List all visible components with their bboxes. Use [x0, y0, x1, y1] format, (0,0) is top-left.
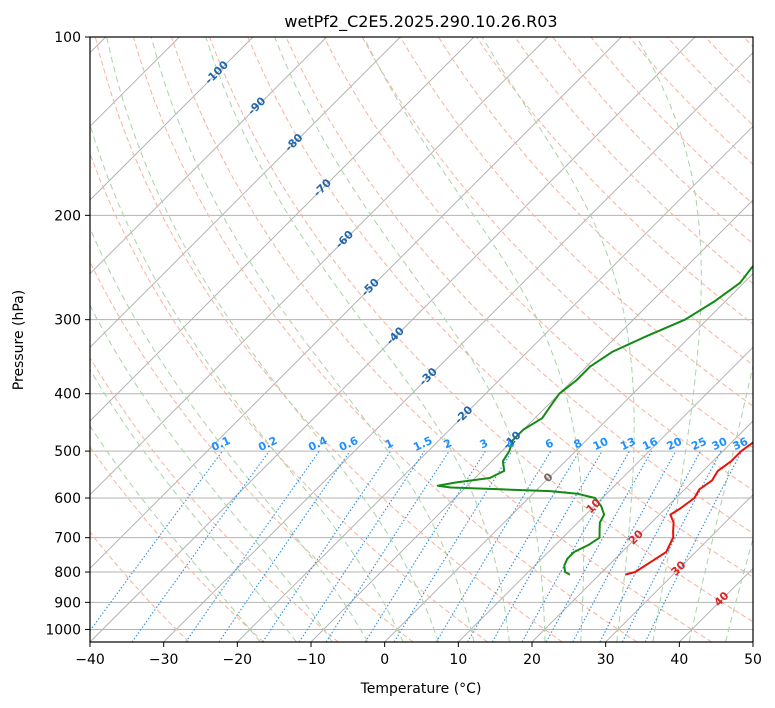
- dry-adiabat-line: [476, 37, 753, 325]
- dry-adiabat-line: [437, 37, 753, 366]
- mixing-ratio-label: 30: [710, 435, 730, 453]
- mixing-ratio-line: [644, 450, 743, 642]
- x-tick-label: 10: [449, 652, 467, 668]
- x-axis-label: Temperature (°C): [360, 681, 482, 697]
- x-tick-label: −10: [296, 652, 326, 668]
- dry-adiabat-line: [209, 37, 753, 623]
- mixing-ratio-label: 20: [665, 435, 685, 453]
- x-tick-label: −40: [75, 652, 105, 668]
- mixing-ratio-line: [131, 450, 270, 642]
- dry-adiabat-line: [361, 37, 753, 449]
- y-tick-label: 400: [54, 387, 81, 403]
- mixing-ratio-line: [621, 450, 722, 642]
- dry-adiabat-line: [90, 260, 414, 642]
- isotherm-line: [90, 37, 401, 349]
- moist-adiabat-line: [725, 537, 753, 642]
- y-tick-label: 1000: [45, 622, 81, 638]
- y-tick-label: 300: [54, 313, 81, 329]
- x-tick-label: 40: [670, 652, 688, 668]
- moist-adiabat-line: [205, 37, 510, 642]
- mixing-ratio-label: 25: [689, 435, 708, 453]
- dry-adiabat-line: [171, 37, 712, 642]
- moist-adiabat-line: [688, 363, 753, 642]
- mixing-ratio-line: [298, 450, 425, 642]
- x-tick-label: 50: [744, 652, 762, 668]
- x-tick-label: 30: [597, 652, 615, 668]
- isotherm-line: [457, 346, 753, 642]
- dewpoint-profile-line: [436, 264, 753, 576]
- mixing-ratio-line: [545, 450, 653, 642]
- y-tick-label: 700: [54, 531, 81, 547]
- moist-adiabat-line: [274, 37, 546, 642]
- mixing-ratio-line: [491, 450, 603, 642]
- dry-adiabat-line: [285, 37, 753, 534]
- mixing-ratio-line: [90, 450, 223, 632]
- mixing-ratio-line: [185, 450, 320, 642]
- isotherm-line: [90, 37, 475, 422]
- isotherm-line: [752, 641, 753, 642]
- dry-adiabat-line: [323, 37, 753, 491]
- isotherm-line: [90, 37, 622, 570]
- temperature-profile-line: [624, 441, 753, 576]
- moist-adiabat-line: [90, 226, 369, 642]
- isotherm-line: [531, 420, 753, 642]
- isotherm-line: [90, 37, 696, 642]
- mixing-ratio-label: 13: [618, 435, 637, 453]
- dry-adiabat-line: [90, 356, 339, 642]
- x-tick-label: −20: [223, 652, 253, 668]
- moist-adiabat-line: [150, 37, 475, 642]
- mixing-ratio-line: [599, 450, 701, 642]
- isotherm-line: [90, 37, 254, 201]
- x-tick-label: 0: [380, 652, 389, 668]
- mixing-ratio-line: [521, 450, 630, 642]
- y-tick-label: 600: [54, 491, 81, 507]
- dry-adiabat-line: [132, 37, 638, 642]
- isotherm-line: [163, 51, 753, 642]
- isotherm-line: [236, 125, 753, 642]
- x-tick-label: 20: [523, 652, 541, 668]
- dry-adiabat-line: [552, 37, 753, 245]
- moist-adiabat-line: [90, 368, 297, 642]
- moist-adiabat-line: [90, 123, 404, 642]
- moist-adiabat-line: [106, 37, 439, 642]
- isotherm-line: [90, 37, 549, 496]
- dry-adiabat-line: [94, 37, 563, 642]
- dry-adiabat-line: [90, 531, 190, 642]
- mixing-ratio-line: [325, 450, 450, 642]
- mixing-ratio-label: 10: [591, 435, 611, 453]
- plot-frame: [89, 36, 754, 643]
- plot-background: [90, 37, 753, 642]
- y-tick-label: 800: [54, 565, 81, 581]
- dry-adiabat-line: [590, 37, 753, 205]
- isotherm-line: [384, 272, 753, 642]
- moist-adiabat-line: [90, 304, 333, 642]
- mixing-ratio-line: [364, 450, 486, 642]
- mixing-ratio-label: 16: [640, 435, 660, 453]
- mixing-ratio-line: [218, 450, 351, 642]
- y-axis-label: Pressure (hPa): [11, 290, 27, 390]
- isotherm-line: [605, 493, 753, 642]
- y-tick-label: 900: [54, 595, 81, 611]
- isotherm-line: [90, 37, 328, 275]
- moist-adiabat-line: [90, 424, 261, 642]
- x-tick-label: −30: [149, 652, 179, 668]
- mixing-ratio-label: 36: [731, 435, 751, 453]
- moist-adiabat-line: [636, 37, 702, 642]
- mixing-ratio-line: [572, 450, 677, 642]
- mixing-ratio-line: [393, 450, 513, 642]
- dry-adiabat-line: [399, 37, 753, 407]
- y-tick-label: 500: [54, 444, 81, 460]
- y-tick-label: 100: [54, 30, 81, 46]
- chart-title: wetPf2_C2E5.2025.290.10.26.R03: [284, 12, 557, 32]
- moist-adiabat-line: [481, 37, 635, 642]
- y-tick-label: 200: [54, 208, 81, 224]
